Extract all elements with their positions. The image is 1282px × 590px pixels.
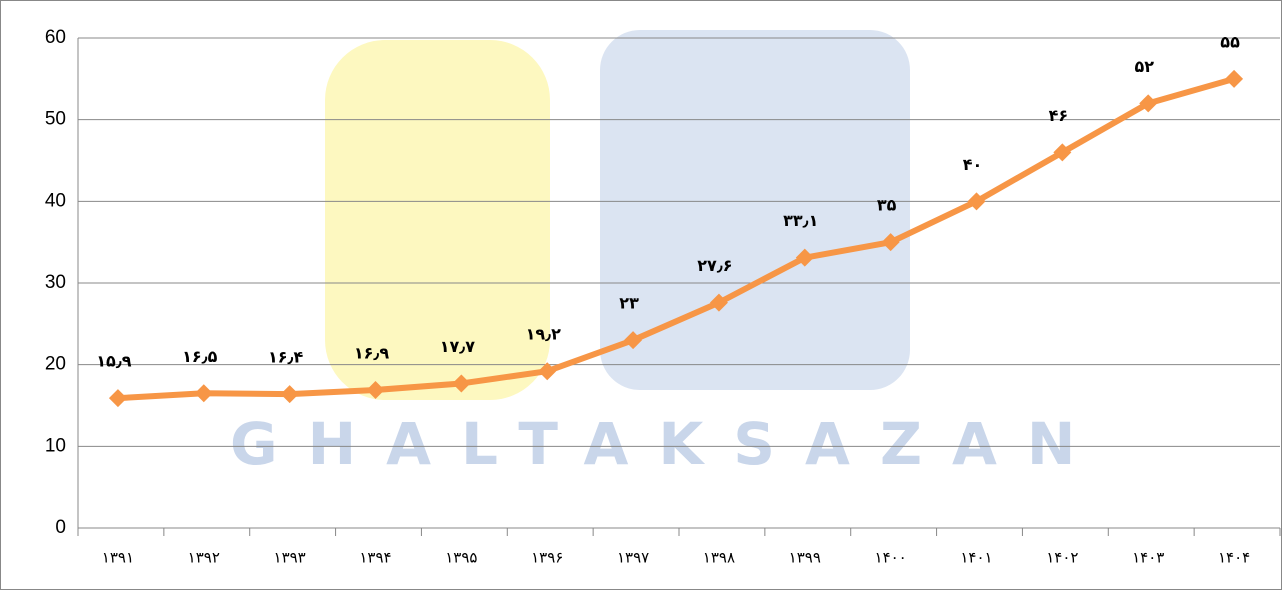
- data-label: ۴۶: [1049, 106, 1069, 125]
- x-tick-label: ۱۳۹۲: [188, 549, 220, 567]
- marker: [538, 362, 557, 381]
- data-label: ۱۶٫۹: [354, 343, 390, 362]
- data-label: ۴۰: [963, 155, 983, 174]
- data-label: ۱۶٫۴: [268, 348, 304, 367]
- marker: [1139, 94, 1158, 113]
- marker: [881, 233, 900, 252]
- x-tick-label: ۱۴۰۳: [1132, 549, 1164, 567]
- x-tick-label: ۱۳۹۹: [789, 549, 821, 567]
- line: [117, 75, 1235, 402]
- data-label: ۱۶٫۵: [182, 347, 218, 366]
- data-label: ۱۹٫۲: [526, 325, 562, 344]
- marker: [709, 293, 728, 312]
- data-label: ۳۳٫۱: [783, 211, 818, 230]
- y-tick-label: 60: [45, 27, 66, 48]
- y-tick-label: 0: [55, 517, 66, 538]
- marker: [1053, 143, 1072, 162]
- x-tick-label: ۱۴۰۱: [960, 549, 992, 567]
- x-tick-label: ۱۳۹۷: [617, 549, 649, 567]
- marker: [452, 374, 471, 393]
- marker: [624, 331, 643, 350]
- x-tick-label: ۱۳۹۸: [703, 549, 735, 567]
- data-label: ۲۷٫۶: [697, 256, 732, 275]
- marker: [967, 192, 986, 211]
- y-tick-label: 30: [45, 272, 66, 293]
- y-tick-label: 40: [45, 190, 66, 211]
- marker: [108, 389, 127, 408]
- y-tick-label: 50: [45, 109, 66, 130]
- data-label: ۱۷٫۷: [440, 337, 476, 356]
- x-tick-label: ۱۳۹۴: [359, 549, 391, 567]
- data-label: ۲۳: [619, 294, 639, 313]
- marker: [1225, 69, 1244, 88]
- marker: [280, 385, 299, 404]
- data-label: ۱۵٫۹: [96, 352, 132, 371]
- data-label: ۳۵: [877, 196, 897, 215]
- x-tick-label: ۱۳۹۱: [102, 549, 134, 567]
- marker: [366, 380, 385, 399]
- marker: [194, 384, 213, 403]
- data-label: ۵۵: [1220, 32, 1240, 51]
- x-tick-label: ۱۳۹۵: [445, 549, 477, 567]
- watermark: GHALTAKSAZAN: [230, 410, 1105, 478]
- x-tick-label: ۱۴۰۴: [1218, 549, 1250, 567]
- x-tick-label: ۱۴۰۰: [875, 549, 907, 567]
- x-tick-label: ۱۳۹۳: [274, 549, 306, 567]
- y-tick-label: 20: [45, 354, 66, 375]
- y-tick-label: 10: [45, 435, 66, 456]
- x-tick-label: ۱۴۰۲: [1046, 549, 1078, 567]
- logo-shape: [325, 40, 550, 400]
- x-tick-label: ۱۳۹۶: [531, 549, 563, 567]
- data-label: ۵۲: [1134, 57, 1154, 76]
- marker: [795, 248, 814, 267]
